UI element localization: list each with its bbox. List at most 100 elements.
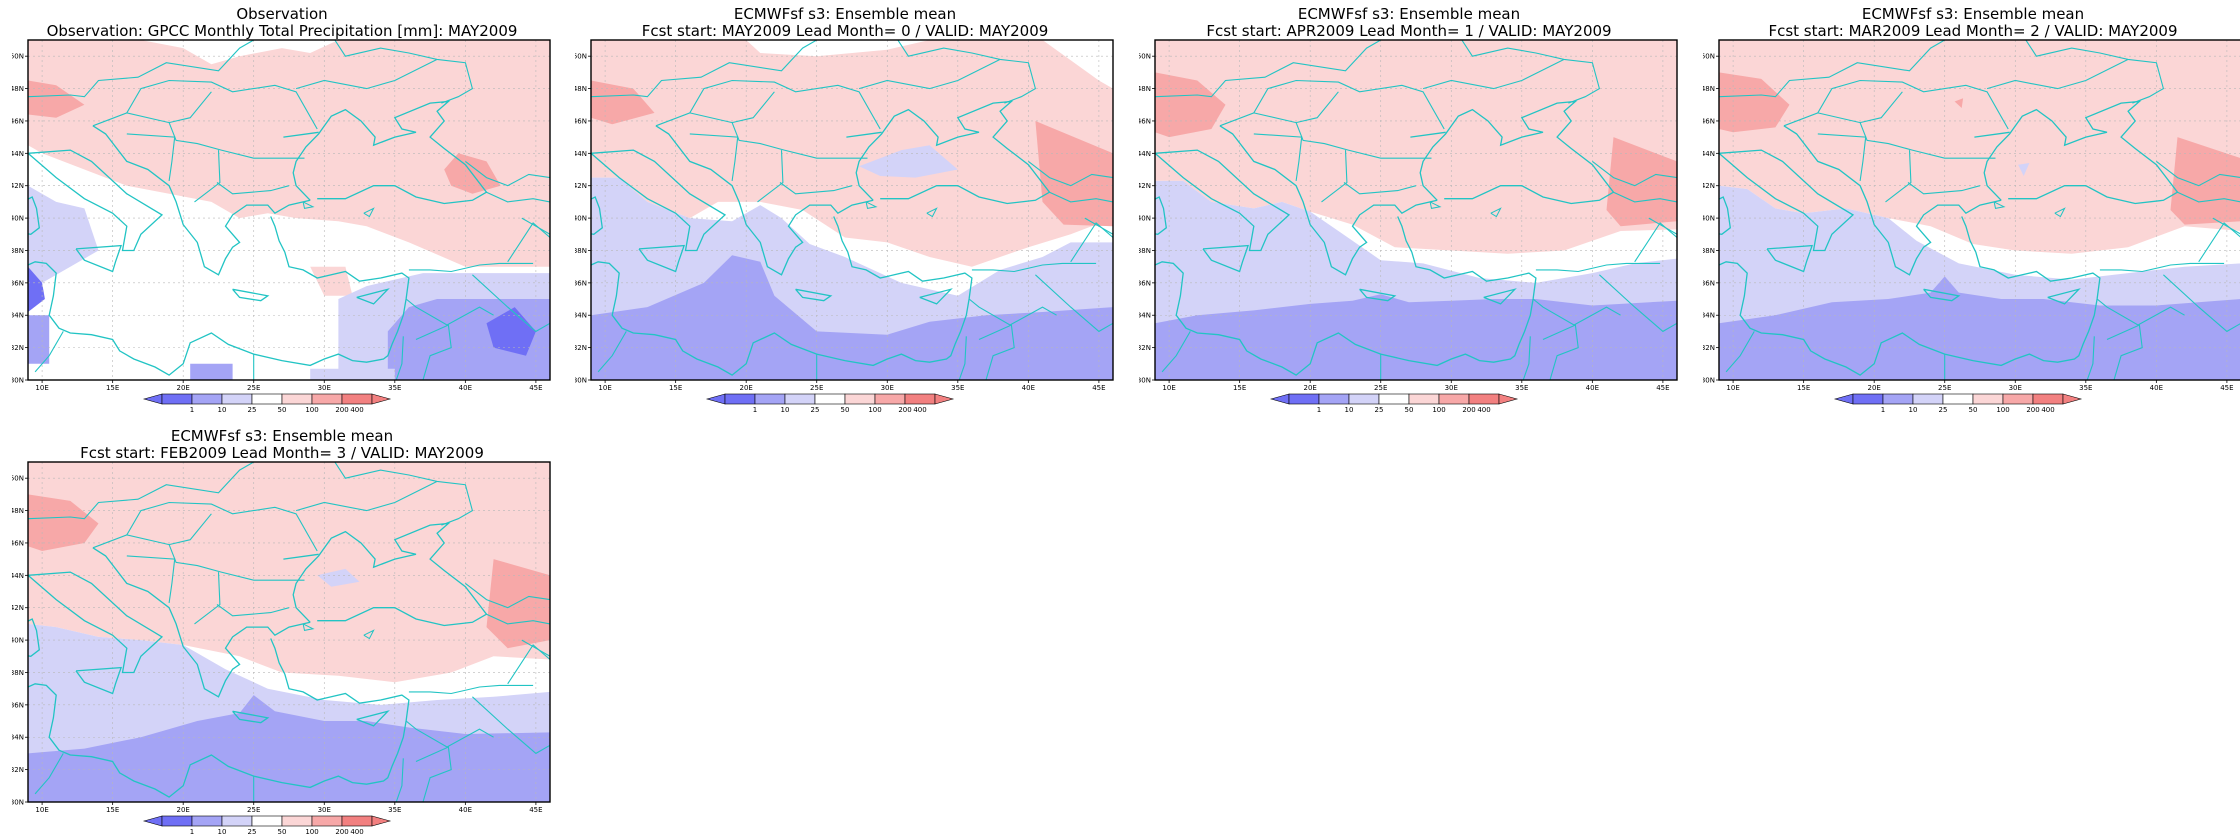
lon-tick-label: 30E xyxy=(318,384,331,392)
country-border xyxy=(1719,40,1945,98)
panel-title-line1: Observation xyxy=(236,5,328,23)
colorbar-label: 400 xyxy=(1477,406,1490,414)
colorbar-label: 400 xyxy=(2041,406,2054,414)
country-border xyxy=(126,513,212,546)
precip-area-blue_light xyxy=(28,185,99,283)
map-frame xyxy=(1154,39,1678,381)
lat-tick-label: 46N xyxy=(12,117,24,125)
colorbar-segment xyxy=(1882,393,1914,405)
colorbar-label: 200 xyxy=(335,406,348,414)
precip-area-red_mid xyxy=(591,80,655,125)
lat-tick-label: 40N xyxy=(12,215,24,223)
lon-tick-label: 20E xyxy=(1868,384,1881,392)
country-border xyxy=(408,684,534,695)
panel-title-line1: ECMWFsf s3: Ensemble mean xyxy=(733,5,957,23)
coastline xyxy=(1483,288,1517,305)
panel-title: ECMWFsf s3: Ensemble mean Fcst start: AP… xyxy=(1139,6,1679,40)
coastline xyxy=(846,131,882,138)
country-border xyxy=(1253,91,1339,124)
colorbar-segment xyxy=(1288,393,1320,405)
colorbar-min-arrow xyxy=(142,393,163,405)
panel-observation: Observation Observation: GPCC Monthly To… xyxy=(12,6,552,418)
country-border xyxy=(216,604,290,617)
lat-tick-label: 46N xyxy=(575,117,587,125)
colorbar-label: 1 xyxy=(753,406,757,414)
lon-tick-label: 45E xyxy=(1656,384,1669,392)
country-border xyxy=(405,720,494,748)
panel-title-line1: ECMWFsf s3: Ensemble mean xyxy=(170,427,394,445)
colorbar-max-arrow xyxy=(371,815,392,827)
precip-area-blue_mid xyxy=(28,315,50,364)
coastline xyxy=(1202,244,1250,273)
colorbar-segment xyxy=(844,393,876,405)
precip-area-red_mid xyxy=(486,559,550,649)
country-border xyxy=(1907,182,1981,195)
colorbar-label: 100 xyxy=(305,406,318,414)
precip-area-red_mid xyxy=(1035,121,1113,227)
colorbar-segment xyxy=(251,393,283,405)
country-border xyxy=(1219,79,1445,130)
country-border xyxy=(126,133,176,181)
coastline xyxy=(1719,216,2101,376)
lon-tick-label: 40E xyxy=(1586,384,1599,392)
country-border xyxy=(395,336,404,380)
lon-tick-label: 25E xyxy=(810,384,823,392)
country-border xyxy=(92,79,318,130)
panel-title-line2: Fcst start: MAY2009 Lead Month= 0 / VALI… xyxy=(641,22,1049,40)
coastline xyxy=(795,288,833,302)
lat-tick-label: 40N xyxy=(575,215,587,223)
lon-tick-label: 15E xyxy=(1233,384,1246,392)
precip-area-blue_light xyxy=(859,145,958,178)
country-border xyxy=(1986,58,2129,90)
colorbar-segment xyxy=(341,393,373,405)
colorbar-segment xyxy=(1972,393,2004,405)
country-border xyxy=(689,91,775,124)
lat-tick-label: 30N xyxy=(12,377,24,385)
colorbar-label: 400 xyxy=(350,828,363,836)
lat-tick-label: 30N xyxy=(1139,377,1151,385)
colorbar-segment xyxy=(784,393,816,405)
colorbar-segment xyxy=(814,393,846,405)
coastline xyxy=(1155,216,1537,376)
coastline xyxy=(28,638,410,798)
lat-tick-label: 44N xyxy=(1703,150,1715,158)
country-border xyxy=(1634,222,1677,263)
country-border xyxy=(968,298,1057,326)
lat-tick-label: 34N xyxy=(1139,312,1151,320)
lon-tick-label: 10E xyxy=(35,384,48,392)
lat-tick-label: 44N xyxy=(12,150,24,158)
coastline xyxy=(1783,125,2002,276)
panel-title-line2: Observation: GPCC Monthly Total Precipit… xyxy=(46,22,518,40)
colorbar-label: 50 xyxy=(1405,406,1414,414)
country-border xyxy=(655,79,881,130)
country-border xyxy=(194,572,221,625)
coastline xyxy=(855,100,1051,205)
colorbar-max-arrow xyxy=(371,393,392,405)
colorbar-label: 100 xyxy=(305,828,318,836)
colorbar-max-arrow xyxy=(2062,393,2083,405)
lat-tick-label: 48N xyxy=(575,85,587,93)
coastline xyxy=(1219,125,1438,276)
colorbar-segment xyxy=(1318,393,1350,405)
precipitation-map: 10E 15E 20E 25E 30E 35E 40E 45E 30N 32N 34N 36N 38N 4… xyxy=(1703,39,2240,414)
lon-tick-label: 30E xyxy=(1445,384,1458,392)
lat-tick-label: 50N xyxy=(1703,53,1715,61)
country-border xyxy=(2099,262,2225,273)
country-border xyxy=(34,753,64,795)
coastline xyxy=(1155,149,1291,252)
lake-outline xyxy=(363,207,375,218)
country-border xyxy=(194,150,221,203)
coastline xyxy=(919,288,953,305)
country-border xyxy=(2163,274,2240,333)
colorbar-segment xyxy=(1942,393,1974,405)
map-frame xyxy=(27,461,551,803)
country-border xyxy=(1321,150,1348,203)
country-border xyxy=(1783,79,2009,130)
country-border xyxy=(1035,274,1113,333)
colorbar-segment xyxy=(1852,393,1884,405)
lat-tick-label: 32N xyxy=(12,344,24,352)
colorbar-segment xyxy=(1438,393,1470,405)
coastline xyxy=(92,547,311,698)
colorbar-max-arrow xyxy=(934,393,955,405)
colorbar-min-arrow xyxy=(1833,393,1854,405)
